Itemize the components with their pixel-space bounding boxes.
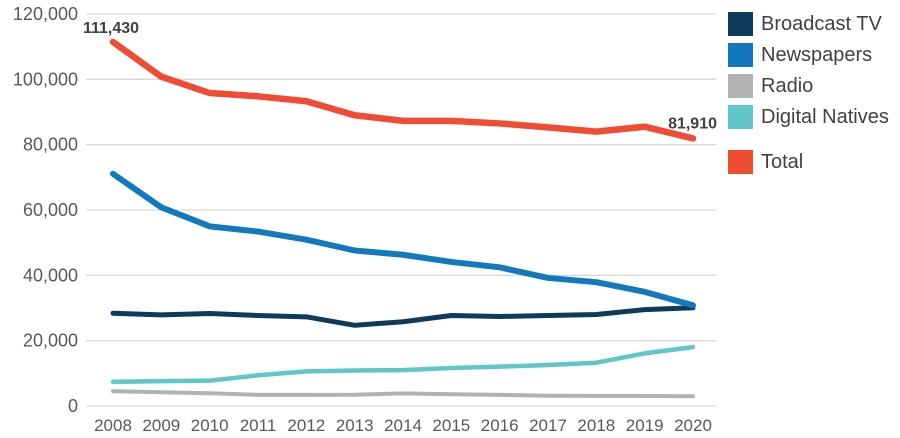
y-tick-label: 20,000 bbox=[23, 331, 78, 351]
x-tick-label: 2014 bbox=[384, 416, 422, 435]
value-annotation: 81,910 bbox=[668, 115, 717, 132]
legend-item-newspapers: Newspapers bbox=[728, 43, 889, 67]
broadcast-tv-swatch-icon bbox=[728, 12, 753, 36]
x-tick-label: 2010 bbox=[191, 416, 229, 435]
y-tick-label: 120,000 bbox=[13, 4, 78, 24]
x-tick-label: 2018 bbox=[577, 416, 615, 435]
series-line-total bbox=[109, 38, 697, 142]
legend-label-digital-natives: Digital Natives bbox=[761, 106, 889, 128]
x-tick-label: 2011 bbox=[240, 416, 277, 435]
x-tick-label: 2017 bbox=[529, 416, 567, 435]
series-line-digital-natives bbox=[110, 344, 696, 385]
x-tick-label: 2009 bbox=[142, 416, 180, 435]
y-tick-label: 80,000 bbox=[23, 135, 78, 155]
y-tick-label: 100,000 bbox=[13, 69, 78, 89]
legend-item-radio: Radio bbox=[728, 74, 889, 98]
series-line-newspapers bbox=[110, 170, 696, 309]
x-tick-label: 2016 bbox=[481, 416, 519, 435]
digital-natives-swatch-icon bbox=[728, 105, 753, 129]
value-annotation: 111,430 bbox=[83, 20, 139, 37]
y-tick-label: 0 bbox=[68, 396, 78, 416]
legend-label-radio: Radio bbox=[761, 75, 814, 97]
chart-legend: Broadcast TV Newspapers Radio Digital Na… bbox=[728, 12, 889, 181]
x-tick-label: 2012 bbox=[287, 416, 325, 435]
newspapers-swatch-icon bbox=[728, 43, 753, 67]
series-line-radio bbox=[111, 389, 695, 399]
x-tick-label: 2013 bbox=[336, 416, 374, 435]
total-swatch-icon bbox=[728, 150, 753, 174]
legend-item-broadcast-tv: Broadcast TV bbox=[728, 12, 889, 36]
radio-swatch-icon bbox=[728, 74, 753, 98]
legend-label-newspapers: Newspapers bbox=[761, 44, 873, 66]
x-tick-label: 2020 bbox=[674, 416, 712, 435]
x-tick-label: 2019 bbox=[626, 416, 664, 435]
legend-item-total: Total bbox=[728, 150, 889, 174]
legend-label-total: Total bbox=[761, 151, 804, 173]
y-tick-label: 40,000 bbox=[23, 265, 78, 285]
x-tick-label: 2015 bbox=[432, 416, 470, 435]
y-tick-label: 60,000 bbox=[23, 200, 78, 220]
legend-label-broadcast-tv: Broadcast TV bbox=[761, 13, 882, 35]
legend-item-digital-natives: Digital Natives bbox=[728, 105, 889, 129]
x-tick-label: 2008 bbox=[94, 416, 132, 435]
series-line-broadcast-tv bbox=[110, 305, 696, 328]
